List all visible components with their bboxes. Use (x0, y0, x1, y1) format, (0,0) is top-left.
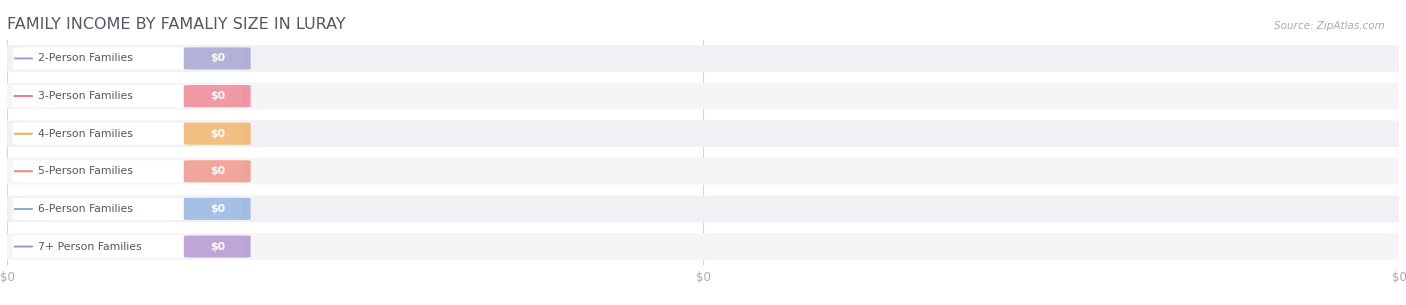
Circle shape (14, 58, 32, 59)
FancyBboxPatch shape (13, 198, 242, 220)
Text: $0: $0 (209, 166, 225, 176)
FancyBboxPatch shape (7, 158, 1399, 185)
FancyBboxPatch shape (13, 47, 242, 70)
FancyBboxPatch shape (184, 47, 250, 70)
FancyBboxPatch shape (13, 123, 242, 145)
FancyBboxPatch shape (13, 160, 242, 182)
Text: Source: ZipAtlas.com: Source: ZipAtlas.com (1274, 21, 1385, 31)
FancyBboxPatch shape (7, 120, 1399, 147)
Text: $0: $0 (209, 129, 225, 139)
FancyBboxPatch shape (7, 45, 1399, 72)
Text: 6-Person Families: 6-Person Families (38, 204, 134, 214)
Text: 5-Person Families: 5-Person Families (38, 166, 134, 176)
Text: 4-Person Families: 4-Person Families (38, 129, 134, 139)
FancyBboxPatch shape (7, 196, 1399, 222)
FancyBboxPatch shape (184, 160, 250, 182)
Text: $0: $0 (209, 91, 225, 101)
Text: $0: $0 (209, 204, 225, 214)
FancyBboxPatch shape (7, 233, 1399, 260)
Text: $0: $0 (209, 53, 225, 63)
FancyBboxPatch shape (184, 198, 250, 220)
FancyBboxPatch shape (184, 123, 250, 145)
Circle shape (14, 246, 32, 247)
Text: $0: $0 (209, 242, 225, 252)
FancyBboxPatch shape (184, 235, 250, 258)
Text: 3-Person Families: 3-Person Families (38, 91, 134, 101)
FancyBboxPatch shape (13, 235, 242, 258)
Text: FAMILY INCOME BY FAMALIY SIZE IN LURAY: FAMILY INCOME BY FAMALIY SIZE IN LURAY (7, 16, 346, 31)
FancyBboxPatch shape (7, 83, 1399, 109)
FancyBboxPatch shape (184, 85, 250, 107)
FancyBboxPatch shape (13, 85, 242, 107)
Text: 7+ Person Families: 7+ Person Families (38, 242, 142, 252)
Text: 2-Person Families: 2-Person Families (38, 53, 134, 63)
